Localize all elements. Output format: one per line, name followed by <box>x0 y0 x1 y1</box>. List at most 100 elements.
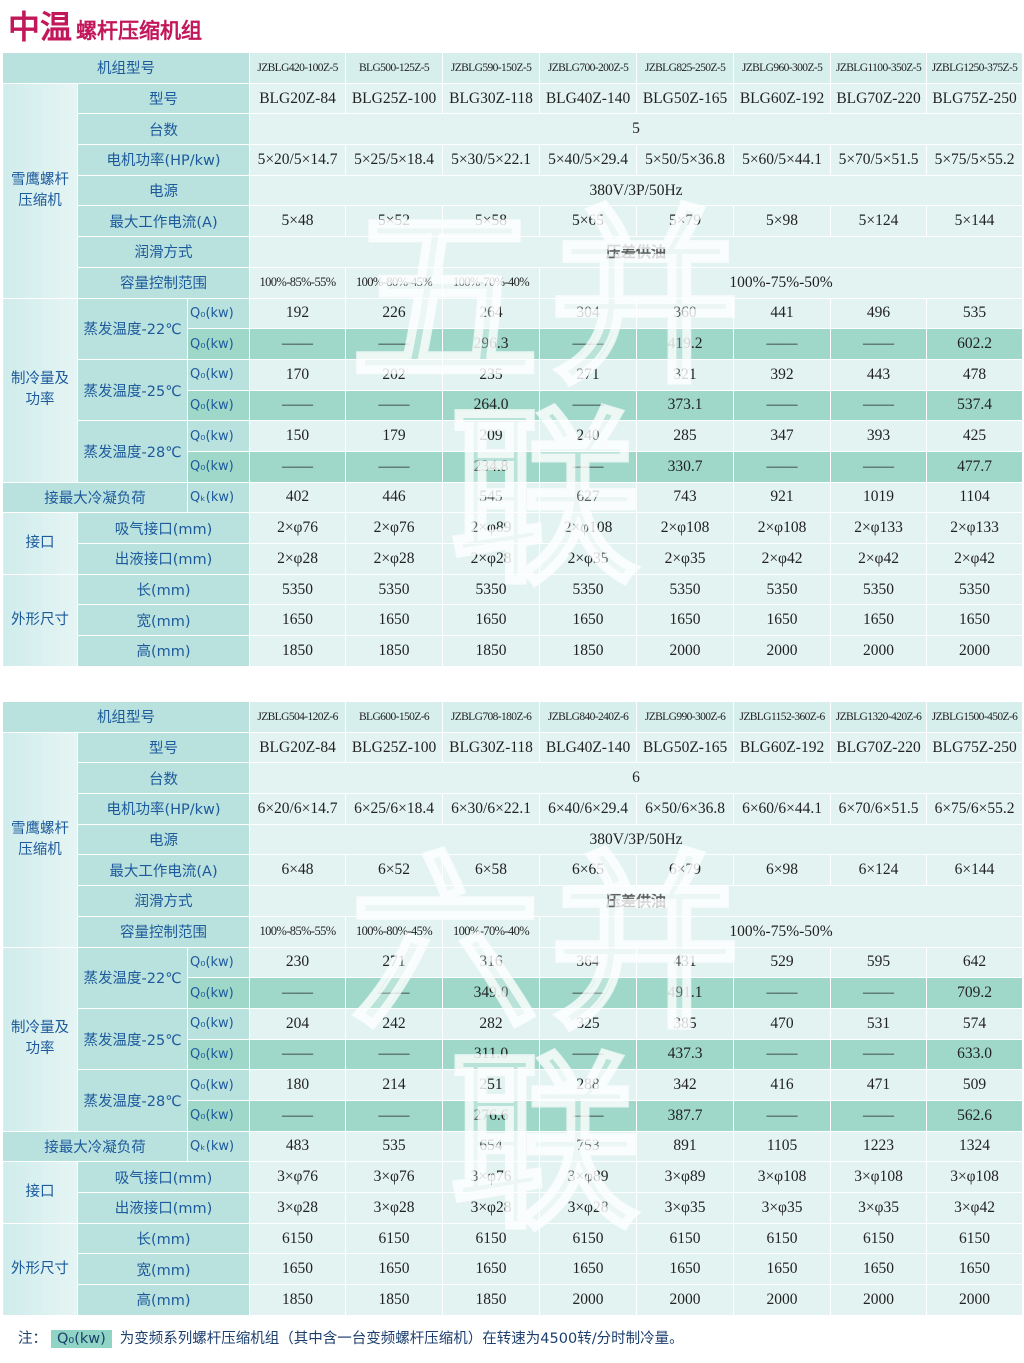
value-cell: 3×φ76 <box>249 1161 347 1193</box>
value-cell: 509 <box>926 1069 1024 1101</box>
value-cell: 1850 <box>539 635 638 667</box>
value-cell: 364 <box>539 946 638 979</box>
value-cell: 3×φ28 <box>442 1192 541 1224</box>
value-cell: 304 <box>539 297 638 330</box>
value-cell: 387.7 <box>636 1099 735 1132</box>
group-label: 制冷量及功率 <box>2 946 78 1132</box>
value-cell: —— <box>249 1038 347 1071</box>
value-cell: JZBLG1100-350Z-5 <box>830 52 928 84</box>
table-row: 外形尺寸 长(mm) 5350 5350 5350 5350 5350 5350 5350 535… <box>2 573 1024 667</box>
value-cell: 535 <box>926 297 1024 330</box>
table-row: 润滑方式 压差供油 <box>3 236 1024 268</box>
value-cell: —— <box>539 389 638 422</box>
table-row: 机组型号 JZBLG504-120Z-6 BLG600-150Z-6 JZBLG708… <box>1 701 1024 733</box>
merged-cell: 380V/3P/50Hz <box>249 174 1024 207</box>
row-label: 吸气接口(mm) <box>76 512 251 544</box>
value-cell: —— <box>539 450 638 483</box>
value-cell: 2×φ42 <box>926 543 1024 575</box>
group-label: 制冷量及功率 <box>2 297 78 483</box>
value-cell: 6150 <box>539 1222 638 1255</box>
row-label: 型号 <box>76 731 251 764</box>
value-cell: 3×φ28 <box>249 1192 347 1224</box>
value-cell: BLG20Z-84 <box>249 731 347 764</box>
value-cell: 288 <box>539 1069 638 1101</box>
row-label: 高(mm) <box>76 1284 251 1316</box>
value-cell: 264 <box>442 297 541 330</box>
value-cell: 271 <box>539 358 638 391</box>
value-cell: 5×124 <box>830 205 928 238</box>
value-cell: 5×75/5×55.2 <box>926 144 1024 176</box>
value-cell: BLG40Z-140 <box>539 731 638 764</box>
merged-cell: 6 <box>249 762 1024 795</box>
unit-label: Q₀(kw) <box>186 328 251 360</box>
value-cell: —— <box>345 328 444 360</box>
value-cell: 6×30/6×22.1 <box>442 793 541 825</box>
value-cell: 535 <box>345 1130 444 1163</box>
value-cell: 416 <box>733 1069 832 1101</box>
value-cell: 2000 <box>926 1284 1024 1316</box>
value-cell: 316 <box>442 946 541 979</box>
value-cell: 6×144 <box>926 854 1024 887</box>
value-cell: 1105 <box>733 1130 832 1163</box>
value-cell: 562.6 <box>926 1099 1024 1132</box>
value-cell: JZBLG504-120Z-6 <box>249 701 347 733</box>
row-label: 润滑方式 <box>76 885 251 917</box>
title: 中温 螺杆压缩机组 <box>8 2 202 48</box>
value-cell: —— <box>345 1038 444 1071</box>
value-cell: 1850 <box>442 635 541 667</box>
merged-cell: 380V/3P/50Hz <box>249 823 1024 856</box>
value-cell: —— <box>733 1038 832 1071</box>
value-cell: BLG50Z-165 <box>636 82 735 115</box>
table-row: 高(mm) 1850 1850 1850 2000 2000 2000 2000 2000 <box>3 1284 1024 1316</box>
unit-label: Q₀(kw) <box>186 1099 251 1132</box>
value-cell: 179 <box>345 420 444 452</box>
value-cell: 150 <box>249 420 347 452</box>
note-text: 为变频系列螺杆压缩机组（其中含一台变频螺杆压缩机）在转速为4500转/分时制冷量… <box>119 1331 684 1347</box>
value-cell: 1650 <box>926 1253 1024 1286</box>
value-cell: 2000 <box>926 635 1024 667</box>
value-cell: 6×40/6×29.4 <box>539 793 638 825</box>
value-cell: JZBLG960-300Z-5 <box>733 52 832 84</box>
value-cell: —— <box>539 1099 638 1132</box>
group-label: 接口 <box>2 512 78 575</box>
value-cell: JZBLG990-300Z-6 <box>636 701 735 733</box>
value-cell: 5350 <box>345 573 444 606</box>
row-label: 蒸发温度-25℃ <box>77 358 188 422</box>
row-label: 型号 <box>76 82 251 115</box>
table-row: 电机功率(HP/kw) 6×20/6×14.7 6×25/6×18.4 6×30/6×… <box>3 793 1024 825</box>
value-cell: 5350 <box>442 573 541 606</box>
table-row: 宽(mm) 1650 1650 1650 1650 1650 1650 1650 1650 <box>3 1253 1024 1286</box>
merged-cell: 压差供油 <box>249 885 1024 917</box>
value-cell: JZBLG590-150Z-5 <box>442 52 541 84</box>
value-cell: 6150 <box>442 1222 541 1255</box>
value-cell: 471 <box>830 1069 928 1101</box>
value-cell: 311.0 <box>442 1038 541 1071</box>
value-cell: 470 <box>733 1007 832 1040</box>
table-row: 雪鹰螺杆压缩机 型号 BLG20Z-84 BLG25Z-100 BLG30Z-118 BL… <box>2 82 1024 299</box>
table-row: 容量控制范围 100%-85%-55% 100%-80%-45% 100%-70%-4… <box>3 915 1024 948</box>
row-label: 润滑方式 <box>76 236 251 268</box>
value-cell: —— <box>733 1099 832 1132</box>
value-cell: BLG25Z-100 <box>345 82 444 115</box>
value-cell: 5350 <box>733 573 832 606</box>
table-row: 电源 380V/3P/50Hz <box>3 174 1024 207</box>
value-cell: 6×124 <box>830 854 928 887</box>
row-label: 蒸发温度-28℃ <box>77 420 188 483</box>
value-cell: BLG25Z-100 <box>345 731 444 764</box>
spec-table: 机组型号 JZBLG420-100Z-5 BLG500-125Z-5 JZBLG590… <box>1 52 1024 667</box>
table-row: 最大工作电流(A) 5×48 5×52 5×58 5×65 5×79 5×98 5×124 5×… <box>3 205 1024 238</box>
value-cell: 296.3 <box>442 328 541 360</box>
value-cell: 1650 <box>636 604 735 637</box>
value-cell: 1223 <box>830 1130 928 1163</box>
value-cell: 6×65 <box>539 854 638 887</box>
value-cell: 2×φ108 <box>733 512 832 544</box>
value-cell: 282 <box>442 1007 541 1040</box>
row-label: 宽(mm) <box>76 604 251 637</box>
value-cell: 100%-80%-45% <box>345 266 444 299</box>
value-cell: 321 <box>636 358 735 391</box>
value-cell: BLG40Z-140 <box>539 82 638 115</box>
value-cell: 5350 <box>636 573 735 606</box>
value-cell: 654 <box>442 1130 541 1163</box>
value-cell: 2×φ42 <box>733 543 832 575</box>
value-cell: 5×30/5×22.1 <box>442 144 541 176</box>
